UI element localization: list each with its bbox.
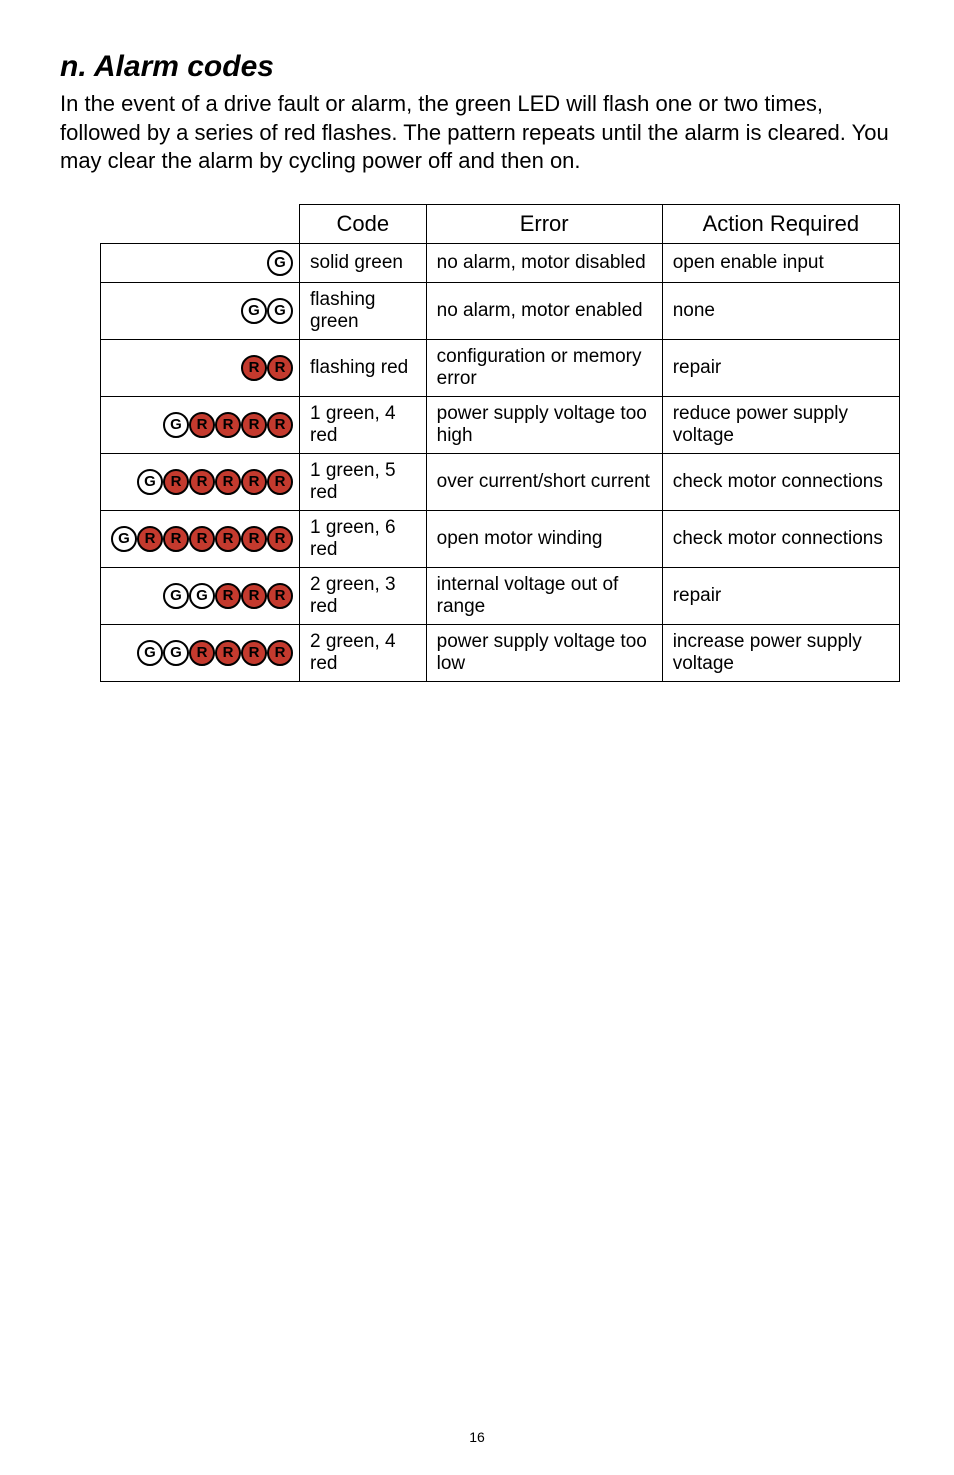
code-cell: solid green — [300, 243, 427, 282]
code-cell: flashing red — [300, 339, 427, 396]
action-cell: reduce power supply voltage — [662, 396, 899, 453]
code-cell: 1 green, 6 red — [300, 510, 427, 567]
action-cell: check motor connections — [662, 510, 899, 567]
section-title: n. Alarm codes — [60, 50, 894, 84]
header-action: Action Required — [662, 204, 899, 243]
led-red-icon: R — [241, 526, 267, 552]
led-red-icon: R — [267, 640, 293, 666]
led-red-icon: R — [241, 469, 267, 495]
section-intro: In the event of a drive fault or alarm, … — [60, 90, 894, 176]
led-red-icon: R — [215, 583, 241, 609]
led-pattern-cell: GG — [101, 282, 300, 339]
led-green-icon: G — [163, 412, 189, 438]
led-red-icon: R — [189, 469, 215, 495]
error-cell: power supply voltage too high — [426, 396, 662, 453]
led-red-icon: R — [189, 412, 215, 438]
led-pattern-cell: GRRRR — [101, 396, 300, 453]
action-cell: check motor connections — [662, 453, 899, 510]
code-cell: 1 green, 4 red — [300, 396, 427, 453]
led-green-icon: G — [241, 298, 267, 324]
led-green-icon: G — [163, 583, 189, 609]
led-green-icon: G — [137, 640, 163, 666]
led-red-icon: R — [215, 412, 241, 438]
error-cell: over current/short current — [426, 453, 662, 510]
code-cell: 1 green, 5 red — [300, 453, 427, 510]
led-red-icon: R — [215, 640, 241, 666]
error-cell: no alarm, motor disabled — [426, 243, 662, 282]
error-cell: internal voltage out of range — [426, 567, 662, 624]
led-red-icon: R — [241, 640, 267, 666]
code-cell: 2 green, 4 red — [300, 624, 427, 681]
led-pattern-cell: GRRRRRR — [101, 510, 300, 567]
led-red-icon: R — [241, 412, 267, 438]
table-row: GRRRRRR1 green, 6 redopen motor windingc… — [101, 510, 900, 567]
table-row: GGRRRR2 green, 4 redpower supply voltage… — [101, 624, 900, 681]
led-green-icon: G — [137, 469, 163, 495]
led-green-icon: G — [163, 640, 189, 666]
header-empty — [101, 204, 300, 243]
led-red-icon: R — [267, 412, 293, 438]
code-cell: flashing green — [300, 282, 427, 339]
led-red-icon: R — [241, 583, 267, 609]
led-pattern-cell: GGRRR — [101, 567, 300, 624]
led-pattern-cell: RR — [101, 339, 300, 396]
led-red-icon: R — [215, 526, 241, 552]
action-cell: open enable input — [662, 243, 899, 282]
led-red-icon: R — [215, 469, 241, 495]
led-red-icon: R — [189, 526, 215, 552]
led-green-icon: G — [189, 583, 215, 609]
led-red-icon: R — [267, 355, 293, 381]
code-cell: 2 green, 3 red — [300, 567, 427, 624]
led-red-icon: R — [189, 640, 215, 666]
action-cell: increase power supply voltage — [662, 624, 899, 681]
led-red-icon: R — [241, 355, 267, 381]
led-green-icon: G — [267, 298, 293, 324]
led-green-icon: G — [111, 526, 137, 552]
led-pattern-cell: G — [101, 243, 300, 282]
error-cell: open motor winding — [426, 510, 662, 567]
led-green-icon: G — [267, 250, 293, 276]
error-cell: power supply voltage too low — [426, 624, 662, 681]
header-code: Code — [300, 204, 427, 243]
table-row: GGflashing greenno alarm, motor enabledn… — [101, 282, 900, 339]
led-red-icon: R — [267, 526, 293, 552]
alarm-codes-table: Code Error Action Required Gsolid greenn… — [100, 204, 900, 682]
error-cell: no alarm, motor enabled — [426, 282, 662, 339]
led-red-icon: R — [163, 526, 189, 552]
led-pattern-cell: GGRRRR — [101, 624, 300, 681]
led-red-icon: R — [137, 526, 163, 552]
action-cell: repair — [662, 339, 899, 396]
led-red-icon: R — [267, 469, 293, 495]
led-red-icon: R — [163, 469, 189, 495]
error-cell: configuration or memory error — [426, 339, 662, 396]
table-row: GGRRR2 green, 3 redinternal voltage out … — [101, 567, 900, 624]
header-error: Error — [426, 204, 662, 243]
page-number: 16 — [0, 1429, 954, 1445]
table-row: Gsolid greenno alarm, motor disabledopen… — [101, 243, 900, 282]
table-row: GRRRRR1 green, 5 redover current/short c… — [101, 453, 900, 510]
led-pattern-cell: GRRRRR — [101, 453, 300, 510]
table-row: RRflashing redconfiguration or memory er… — [101, 339, 900, 396]
led-red-icon: R — [267, 583, 293, 609]
action-cell: none — [662, 282, 899, 339]
action-cell: repair — [662, 567, 899, 624]
table-row: GRRRR1 green, 4 redpower supply voltage … — [101, 396, 900, 453]
